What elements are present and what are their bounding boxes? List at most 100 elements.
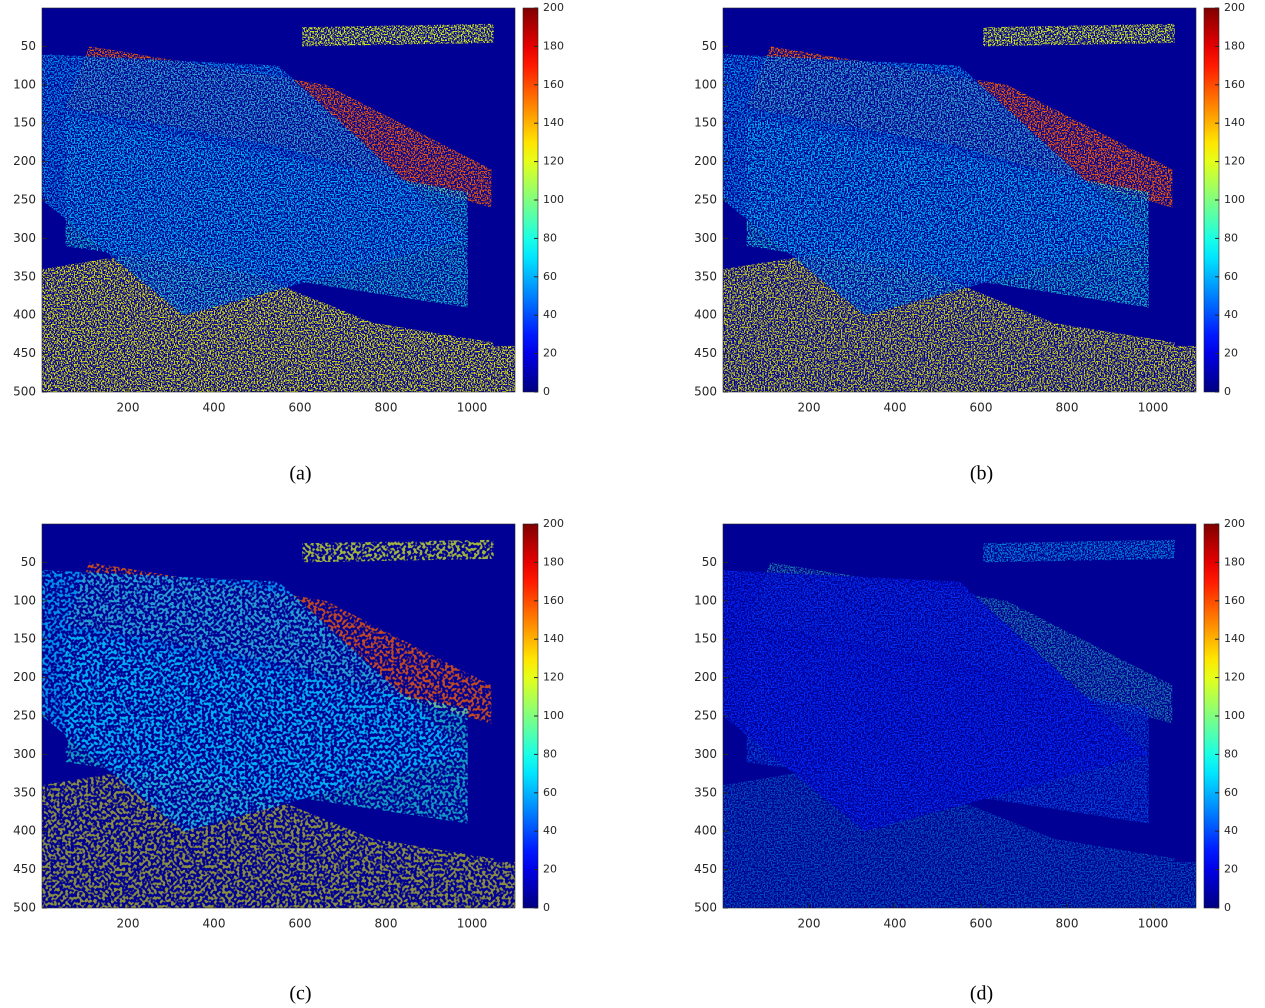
y-tick-label: 300 xyxy=(694,231,717,245)
colorbar-tick-label: 140 xyxy=(543,632,564,645)
y-tick-label: 50 xyxy=(702,555,717,569)
x-tick-label: 1000 xyxy=(1138,917,1169,931)
y-tick-label: 400 xyxy=(694,308,717,322)
x-tick-label: 200 xyxy=(117,917,140,931)
colorbar-tick-label: 100 xyxy=(543,193,564,206)
y-tick-label: 400 xyxy=(13,308,36,322)
x-tick-label: 800 xyxy=(1056,917,1079,931)
image-texture xyxy=(723,539,1196,908)
caption: (a) xyxy=(289,463,311,485)
colorbar-tick-label: 160 xyxy=(543,594,564,607)
y-tick-label: 50 xyxy=(21,39,36,53)
texture-region xyxy=(723,570,1149,832)
colorbar-tick-label: 100 xyxy=(1224,709,1245,722)
y-tick-label: 300 xyxy=(13,231,36,245)
x-tick-label: 600 xyxy=(289,917,312,931)
x-tick-label: 1000 xyxy=(457,917,488,931)
x-tick-label: 600 xyxy=(970,401,993,415)
texture-region xyxy=(302,23,515,47)
colorbar-tick-label: 20 xyxy=(543,347,557,360)
y-tick-label: 400 xyxy=(694,824,717,838)
x-tick-label: 800 xyxy=(375,401,398,415)
caption: (c) xyxy=(289,983,311,1005)
y-tick-label: 100 xyxy=(694,593,717,607)
colorbar-tick-label: 80 xyxy=(1224,747,1238,760)
colorbar-tick-label: 0 xyxy=(543,901,550,914)
texture-region xyxy=(42,54,468,316)
colorbar-tick-label: 80 xyxy=(543,231,557,244)
image-texture xyxy=(42,23,515,392)
y-tick-label: 50 xyxy=(702,39,717,53)
y-tick-label: 300 xyxy=(13,747,36,761)
x-tick-label: 400 xyxy=(884,917,907,931)
colorbar-tick-label: 200 xyxy=(543,517,564,530)
caption: (b) xyxy=(970,463,993,485)
colorbar-tick-label: 40 xyxy=(1224,824,1238,837)
x-tick-label: 800 xyxy=(375,917,398,931)
colorbar-tick-label: 120 xyxy=(1224,671,1245,684)
colorbar-tick-label: 80 xyxy=(543,747,557,760)
y-tick-label: 350 xyxy=(13,785,36,799)
x-tick-label: 1000 xyxy=(1138,401,1169,415)
y-tick-label: 150 xyxy=(13,116,36,130)
colorbar-tick-label: 60 xyxy=(1224,270,1238,283)
image-texture xyxy=(42,539,515,908)
y-tick-label: 350 xyxy=(13,269,36,283)
x-tick-label: 200 xyxy=(117,401,140,415)
colorbar-tick-label: 160 xyxy=(543,78,564,91)
colorbar-tick-label: 180 xyxy=(1224,555,1245,568)
x-tick-label: 200 xyxy=(798,917,821,931)
colorbar-tick-label: 20 xyxy=(1224,863,1238,876)
y-tick-label: 300 xyxy=(694,747,717,761)
y-tick-label: 450 xyxy=(13,862,36,876)
y-tick-label: 50 xyxy=(21,555,36,569)
colorbar-tick-label: 200 xyxy=(1224,1,1245,14)
texture-region xyxy=(983,539,1196,563)
y-tick-label: 100 xyxy=(694,77,717,91)
texture-region xyxy=(723,54,1149,316)
y-tick-label: 450 xyxy=(694,862,717,876)
y-tick-label: 350 xyxy=(694,785,717,799)
texture-region xyxy=(983,23,1196,47)
colorbar-tick-label: 120 xyxy=(543,155,564,168)
x-tick-label: 400 xyxy=(884,401,907,415)
x-tick-label: 600 xyxy=(970,917,993,931)
colorbar-tick-label: 100 xyxy=(1224,193,1245,206)
x-tick-label: 200 xyxy=(798,401,821,415)
colorbar-tick-label: 120 xyxy=(543,671,564,684)
y-tick-label: 150 xyxy=(694,116,717,130)
y-tick-label: 150 xyxy=(694,632,717,646)
colorbar-tick-label: 120 xyxy=(1224,155,1245,168)
y-tick-label: 450 xyxy=(13,346,36,360)
caption: (d) xyxy=(970,983,993,1005)
y-tick-label: 500 xyxy=(694,385,717,399)
y-tick-label: 250 xyxy=(13,709,36,723)
texture-region xyxy=(42,570,468,832)
colorbar-tick-label: 140 xyxy=(1224,116,1245,129)
colorbar-tick-label: 60 xyxy=(543,270,557,283)
y-tick-label: 500 xyxy=(13,385,36,399)
colorbar-tick-label: 200 xyxy=(1224,517,1245,530)
y-tick-label: 500 xyxy=(694,901,717,915)
panel: 200 400 600 800 1000501001502002503003504004… xyxy=(694,517,1245,1005)
texture-region xyxy=(302,539,515,563)
y-tick-label: 250 xyxy=(13,193,36,207)
y-tick-label: 100 xyxy=(13,77,36,91)
y-tick-label: 200 xyxy=(694,670,717,684)
panel: 200 400 600 800 1000501001502002503003504004… xyxy=(13,1,564,485)
panel: 200 400 600 800 1000501001502002503003504004… xyxy=(13,517,564,1005)
colorbar-tick-label: 100 xyxy=(543,709,564,722)
y-tick-label: 200 xyxy=(13,154,36,168)
x-tick-label: 1000 xyxy=(457,401,488,415)
x-tick-label: 400 xyxy=(203,917,226,931)
right-strip xyxy=(1174,524,1196,862)
y-tick-label: 250 xyxy=(694,193,717,207)
right-strip xyxy=(1174,8,1196,346)
image xyxy=(723,8,1196,392)
x-tick-label: 400 xyxy=(203,401,226,415)
colorbar-tick-label: 160 xyxy=(1224,594,1245,607)
colorbar-tick-label: 0 xyxy=(543,385,550,398)
y-tick-label: 200 xyxy=(13,670,36,684)
image xyxy=(42,8,515,392)
